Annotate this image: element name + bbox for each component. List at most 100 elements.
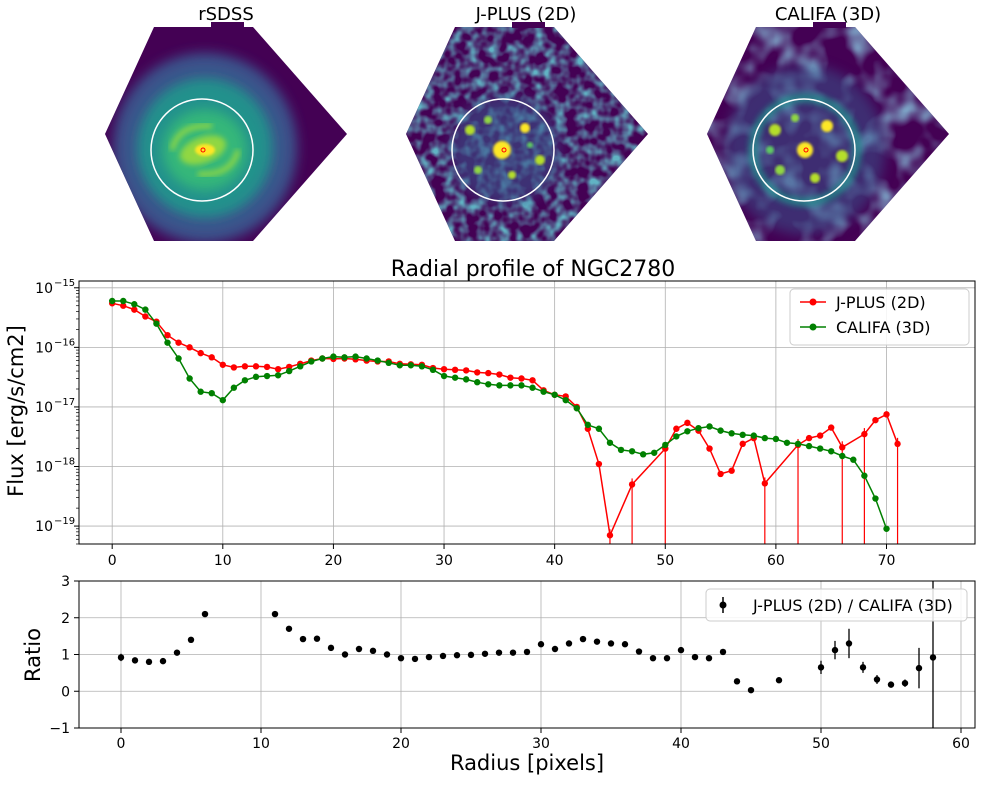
ratio-frame	[78, 580, 976, 729]
ratio-point	[187, 636, 195, 643]
ratio-point	[887, 681, 895, 688]
ratio-ytick-label: 3	[61, 574, 70, 590]
data-point	[142, 313, 149, 320]
data-point	[573, 405, 580, 412]
ratio-point	[159, 657, 167, 665]
data-point	[120, 302, 127, 309]
ratio-point	[271, 610, 279, 618]
ratio-ytick-label: 2	[61, 611, 70, 627]
ratio-point	[593, 638, 601, 645]
data-point	[274, 365, 282, 373]
ratio-point	[383, 651, 391, 658]
ratio-point	[145, 658, 153, 666]
ratio-point	[565, 640, 573, 647]
ratio-point	[411, 655, 419, 663]
data-point	[827, 424, 835, 431]
ratio-point	[467, 651, 475, 659]
data-point	[529, 384, 536, 391]
profile-ytick-label: 10	[35, 400, 53, 416]
data-point	[352, 353, 359, 360]
aperture-circle	[752, 98, 856, 202]
data-point	[385, 359, 392, 367]
data-point	[252, 363, 260, 370]
data-point	[684, 419, 691, 427]
data-point	[440, 372, 448, 380]
profile-ytick-exponent: −15	[54, 278, 75, 289]
data-point	[794, 440, 802, 448]
ratio-point	[901, 679, 909, 687]
data-point	[894, 440, 901, 448]
legend-label-jplus: J-PLUS (2D)	[835, 293, 926, 312]
ratio-point	[425, 653, 433, 661]
data-point	[673, 425, 680, 432]
image-title-jplus: J-PLUS (2D)	[475, 4, 577, 25]
ratio-point	[621, 641, 629, 648]
data-point	[341, 354, 348, 361]
ratio-point	[481, 650, 489, 657]
ratio-point	[607, 640, 615, 647]
ratio-xtick-label: 10	[252, 736, 270, 752]
ratio-xtick-label: 60	[952, 736, 970, 752]
data-point	[462, 367, 470, 374]
data-point	[872, 416, 879, 424]
ratio-legend: J-PLUS (2D) / CALIFA (3D)	[705, 588, 968, 622]
profile-ytick-exponent: −17	[54, 397, 75, 408]
data-point	[285, 367, 293, 375]
profile-ytick-label: 10	[35, 281, 53, 297]
image-title-califa: CALIFA (3D)	[775, 4, 881, 25]
data-point	[662, 441, 669, 449]
data-point	[374, 357, 381, 364]
ratio-point	[495, 649, 503, 656]
data-point	[651, 449, 658, 456]
profile-ytick-label: 10	[35, 459, 53, 475]
data-point	[451, 374, 459, 381]
data-point	[308, 358, 315, 365]
data-point	[706, 423, 713, 430]
profile-chart: Radial profile of NGC2780 Flux [erg/s/cm…	[4, 257, 976, 569]
ratio-ylabel: Ratio	[21, 628, 45, 682]
data-point	[816, 432, 824, 439]
data-point	[695, 424, 702, 432]
data-point	[739, 431, 746, 439]
data-point	[274, 372, 282, 379]
data-point	[252, 373, 260, 381]
ratio-point	[691, 653, 699, 661]
data-point	[628, 481, 636, 488]
data-point	[208, 389, 215, 397]
data-point	[717, 470, 724, 478]
data-point	[319, 355, 326, 362]
image-title-rsdss: rSDSS	[198, 4, 254, 25]
profile-xtick-label: 40	[546, 553, 564, 569]
data-point	[186, 344, 193, 351]
ratio-point	[635, 648, 643, 655]
ratio-point	[831, 646, 839, 654]
ratio-point	[873, 676, 881, 683]
data-point	[219, 361, 227, 368]
data-point	[639, 451, 647, 458]
ratio-point	[663, 654, 671, 662]
data-point	[496, 371, 503, 378]
image-panel-califa: CALIFA (3D)	[707, 4, 949, 241]
ratio-xtick-label: 50	[812, 736, 830, 752]
ratio-point	[299, 635, 307, 643]
aperture-circle	[150, 98, 254, 202]
data-point	[131, 301, 138, 308]
profile-xtick-label: 60	[767, 553, 785, 569]
ratio-point	[117, 654, 125, 661]
data-point	[518, 382, 525, 389]
profile-legend: J-PLUS (2D) CALIFA (3D)	[789, 288, 970, 346]
profile-ytick-label: 10	[35, 340, 53, 356]
data-point	[706, 445, 713, 452]
data-point	[164, 339, 171, 346]
profile-frame	[78, 280, 976, 545]
ratio-ytick-label: −1	[49, 721, 70, 737]
data-point	[551, 391, 558, 398]
ratio-point	[817, 664, 825, 671]
data-point	[562, 396, 569, 404]
data-point	[883, 411, 890, 418]
data-point	[120, 297, 127, 305]
legend-label-ratio: J-PLUS (2D) / CALIFA (3D)	[752, 596, 953, 615]
data-point	[783, 439, 791, 446]
ratio-point	[439, 652, 447, 660]
